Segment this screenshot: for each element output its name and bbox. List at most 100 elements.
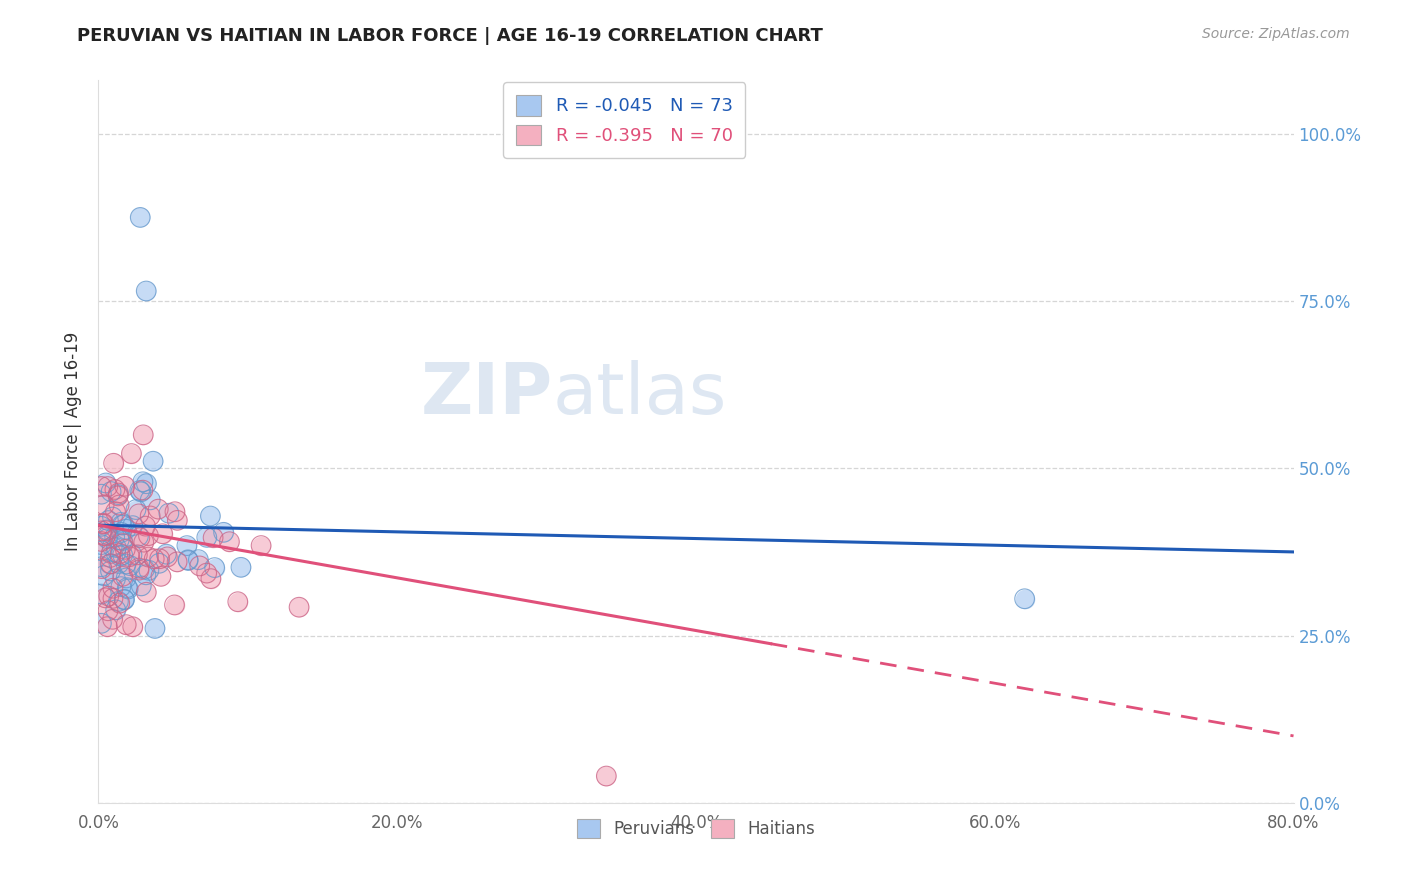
Point (104, 530, 127, 544)
Point (107, 489, 129, 503)
Point (202, 531, 225, 545)
Point (94, 529, 117, 543)
Point (98, 550, 121, 565)
Point (135, 284, 157, 298)
Point (135, 567, 157, 582)
Point (90, 587, 112, 601)
Point (288, 600, 311, 615)
Point (107, 488, 129, 502)
Point (148, 556, 170, 570)
Text: PERUVIAN VS HAITIAN IN LABOR FORCE | AGE 16-19 CORRELATION CHART: PERUVIAN VS HAITIAN IN LABOR FORCE | AGE… (77, 27, 823, 45)
Point (128, 507, 150, 521)
Point (90, 479, 112, 493)
Point (120, 446, 142, 460)
Point (135, 284, 157, 298)
Point (111, 569, 134, 583)
Point (105, 541, 128, 555)
Point (138, 550, 160, 565)
Point (134, 519, 156, 533)
Point (120, 446, 142, 460)
Point (90, 534, 112, 549)
Point (93, 516, 115, 531)
Point (188, 558, 211, 573)
Point (111, 569, 134, 583)
Point (115, 571, 138, 585)
Point (93, 498, 115, 512)
Point (93, 568, 115, 582)
Point (91, 516, 114, 531)
Point (127, 529, 149, 543)
Text: atlas: atlas (553, 360, 727, 429)
Point (108, 547, 131, 561)
Point (121, 518, 143, 533)
Text: Source: ZipAtlas.com: Source: ZipAtlas.com (1202, 27, 1350, 41)
Point (90, 538, 112, 552)
Point (166, 555, 188, 569)
Point (195, 530, 218, 544)
Point (112, 592, 135, 607)
Point (94, 591, 117, 605)
Point (129, 484, 152, 499)
Point (112, 517, 135, 532)
Point (229, 560, 252, 574)
Point (90, 479, 112, 493)
Point (117, 582, 139, 596)
Point (97, 479, 120, 493)
Point (128, 561, 150, 575)
Point (100, 564, 122, 578)
Point (90, 527, 112, 541)
Point (138, 528, 160, 542)
Point (229, 560, 252, 574)
Point (250, 539, 273, 553)
Point (139, 492, 162, 507)
Point (149, 569, 172, 583)
Point (132, 535, 155, 549)
Point (128, 563, 150, 577)
Point (200, 509, 222, 524)
Point (94, 475, 117, 490)
Point (177, 553, 200, 567)
Point (91, 544, 114, 558)
Point (104, 545, 127, 559)
Point (110, 516, 132, 530)
Point (218, 534, 240, 549)
Point (108, 557, 131, 571)
Point (127, 548, 149, 562)
Point (115, 571, 138, 585)
Point (157, 506, 180, 520)
Point (132, 483, 155, 497)
Point (155, 547, 177, 561)
Point (90, 559, 112, 574)
Point (98, 557, 121, 571)
Point (105, 541, 128, 555)
Point (114, 542, 136, 557)
Point (125, 502, 148, 516)
Point (93, 528, 115, 542)
Point (121, 518, 143, 533)
Point (90, 487, 112, 501)
Point (97, 528, 120, 542)
Point (104, 572, 127, 586)
Point (94, 475, 117, 490)
Point (112, 592, 135, 607)
Point (218, 534, 240, 549)
Point (117, 582, 139, 596)
Point (101, 510, 124, 524)
Point (166, 513, 188, 527)
Point (108, 498, 131, 512)
Point (135, 585, 157, 599)
Text: ZIP: ZIP (420, 360, 553, 429)
Point (117, 581, 139, 595)
Point (200, 572, 222, 586)
Point (114, 479, 136, 493)
Point (100, 484, 122, 499)
Point (112, 536, 135, 550)
Point (139, 508, 162, 523)
Point (101, 612, 124, 626)
Point (104, 483, 127, 497)
Point (187, 552, 209, 566)
Point (100, 546, 122, 560)
Point (129, 484, 152, 499)
Point (135, 585, 157, 599)
Point (128, 483, 150, 498)
